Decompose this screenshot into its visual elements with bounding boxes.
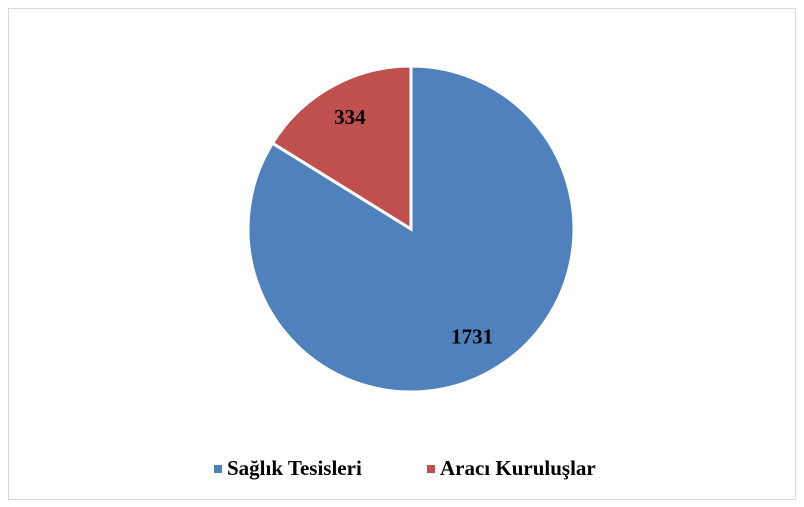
data-label: 334 xyxy=(334,105,366,129)
legend-swatch xyxy=(427,465,435,473)
legend-label: Aracı Kuruluşlar xyxy=(440,456,596,480)
pie-slice xyxy=(270,64,413,232)
legend-label: Sağlık Tesisleri xyxy=(227,456,362,480)
data-label: 1731 xyxy=(451,324,493,348)
legend-swatch xyxy=(214,465,222,473)
